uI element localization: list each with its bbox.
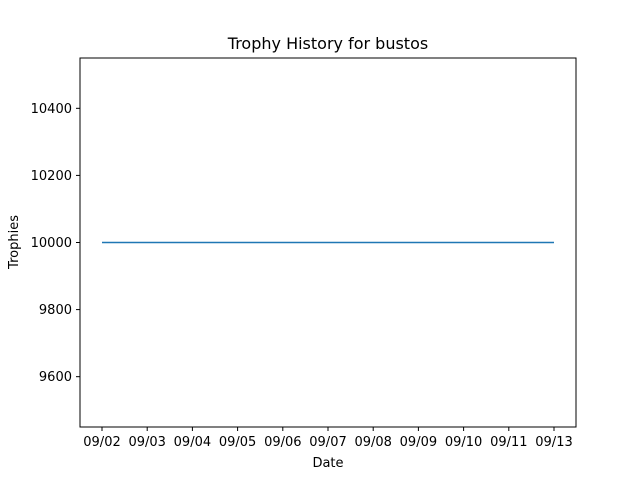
- y-axis-ticks: 9600 9800 10000 10200 10400: [31, 102, 80, 385]
- y-tick-label: 9600: [39, 370, 72, 385]
- x-tick-label: 09/07: [309, 435, 346, 450]
- plot-area-frame: [79, 57, 577, 428]
- x-tick-label: 09/03: [128, 435, 165, 450]
- x-axis-ticks: 09/02 09/03 09/04 09/05 09/06 09/07 09/08 09/09…: [83, 427, 573, 450]
- x-tick-label: 09/04: [174, 435, 211, 450]
- y-tick-label: 10400: [31, 102, 72, 117]
- y-tick-label: 10200: [31, 169, 72, 184]
- x-tick-label: 09/10: [445, 435, 482, 450]
- chart-title: Trophy History for bustos: [227, 34, 428, 53]
- x-tick-label: 09/08: [354, 435, 391, 450]
- y-tick-label: 9800: [39, 303, 72, 318]
- y-axis-label: Trophies: [7, 215, 22, 270]
- x-axis-label: Date: [312, 456, 343, 471]
- x-tick-label: 09/06: [264, 435, 301, 450]
- x-tick-label: 09/13: [535, 435, 572, 450]
- x-tick-label: 09/09: [400, 435, 437, 450]
- y-tick-label: 10000: [31, 236, 72, 251]
- x-tick-label: 09/02: [83, 435, 120, 450]
- x-tick-label: 09/11: [490, 435, 527, 450]
- x-tick-label: 09/05: [219, 435, 256, 450]
